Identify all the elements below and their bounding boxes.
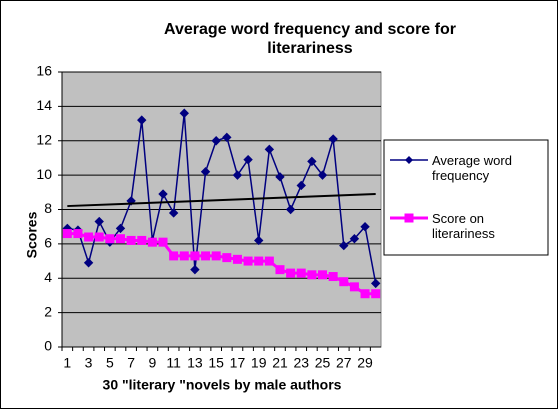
- data-point: [307, 270, 317, 280]
- x-tick-label: 11: [166, 355, 181, 371]
- data-point: [318, 270, 328, 280]
- data-point: [222, 253, 232, 263]
- data-point: [254, 256, 264, 266]
- data-point: [211, 136, 221, 146]
- legend-label: Score on literariness: [432, 211, 495, 241]
- data-point: [94, 232, 104, 242]
- data-point: [339, 240, 349, 251]
- y-tick-label: 14: [36, 97, 52, 113]
- data-point: [370, 278, 381, 289]
- data-point: [83, 258, 94, 268]
- data-point: [339, 277, 349, 287]
- data-point: [115, 234, 125, 244]
- trendline: [67, 193, 376, 208]
- data-point: [62, 229, 72, 239]
- data-point: [328, 134, 338, 144]
- data-point: [349, 234, 360, 244]
- y-tick-label: 6: [44, 235, 52, 251]
- data-point: [264, 256, 274, 266]
- x-tick-label: 21: [272, 355, 288, 371]
- data-point: [275, 172, 285, 182]
- data-point: [190, 251, 200, 261]
- data-point: [286, 268, 296, 278]
- data-point: [243, 256, 253, 266]
- data-point: [105, 234, 115, 244]
- data-point: [179, 108, 189, 118]
- data-point: [232, 254, 242, 264]
- legend-marker: [404, 213, 414, 223]
- x-tick-label: 25: [315, 355, 331, 371]
- x-tick-label: 5: [106, 355, 114, 371]
- data-point: [296, 180, 306, 191]
- data-point: [232, 170, 243, 180]
- data-point: [317, 170, 328, 180]
- x-tick-label: 3: [85, 355, 93, 371]
- data-point: [349, 282, 359, 292]
- data-point: [296, 268, 306, 278]
- y-axis-title: Scores: [24, 211, 40, 258]
- x-tick-label: 17: [230, 355, 246, 371]
- data-point: [200, 166, 211, 177]
- y-tick-label: 4: [44, 269, 52, 285]
- x-tick-label: 15: [208, 355, 224, 371]
- data-point: [211, 251, 221, 261]
- data-point: [147, 237, 157, 247]
- x-tick-label: 27: [336, 355, 352, 371]
- legend-label: Average word frequency: [432, 153, 512, 183]
- x-tick-label: 23: [293, 355, 309, 371]
- data-point: [275, 265, 285, 275]
- data-point: [126, 235, 136, 245]
- data-point: [169, 251, 179, 261]
- y-tick-label: 0: [44, 338, 52, 354]
- legend-marker: [405, 156, 413, 164]
- data-point: [94, 216, 104, 227]
- data-point: [137, 115, 147, 125]
- data-point: [243, 154, 253, 165]
- data-point: [158, 189, 168, 199]
- data-point: [115, 223, 126, 234]
- y-tick-label: 12: [36, 131, 52, 147]
- data-point: [179, 251, 189, 261]
- data-point: [137, 235, 147, 245]
- x-tick-label: 1: [63, 355, 71, 371]
- y-tick-label: 2: [44, 303, 52, 319]
- data-point: [307, 156, 317, 167]
- y-tick-label: 16: [36, 63, 52, 79]
- x-tick-label: 29: [357, 355, 373, 371]
- data-point: [264, 144, 275, 155]
- data-point: [190, 264, 200, 275]
- data-point: [360, 221, 370, 232]
- x-tick-label: 7: [127, 355, 135, 371]
- data-point: [158, 237, 168, 247]
- y-tick-label: 8: [44, 200, 52, 216]
- data-point: [254, 235, 264, 246]
- y-tick-label: 10: [36, 166, 52, 182]
- data-point: [285, 204, 296, 215]
- data-point: [328, 272, 338, 282]
- data-point: [201, 251, 211, 261]
- data-point: [222, 132, 232, 143]
- x-tick-label: 19: [251, 355, 267, 371]
- data-point: [73, 229, 83, 239]
- data-point: [168, 208, 179, 218]
- x-axis-title: 30 "literary "novels by male authors: [103, 377, 342, 393]
- data-point: [371, 289, 381, 299]
- data-point: [360, 289, 370, 299]
- x-tick-label: 13: [187, 355, 203, 371]
- data-point: [84, 232, 94, 242]
- x-tick-label: 9: [148, 355, 156, 371]
- chart-title: Average word frequency and score for lit…: [164, 21, 456, 57]
